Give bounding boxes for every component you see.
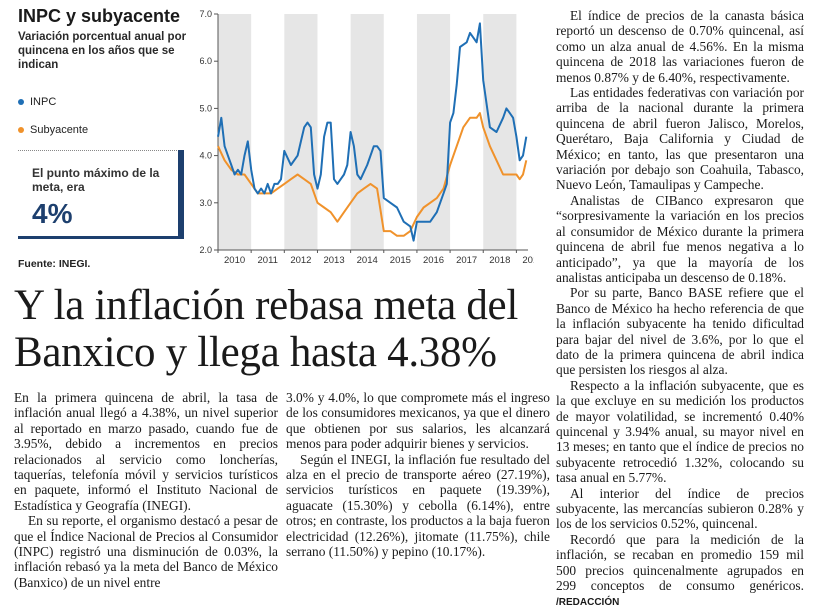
paragraph: Las entidades federativas con variación … (556, 85, 804, 193)
paragraph: Según el INEGI, la inflación fue resulta… (286, 451, 550, 560)
x-tick-label: 2013 (323, 255, 344, 266)
article-column-3: El índice de precios de la canasta básic… (556, 8, 804, 611)
legend-label: Subyacente (30, 124, 89, 136)
year-shading (218, 14, 517, 250)
chart-tick-labels: 2.0 3.0 4.0 5.0 6.0 7.0 2010 2011 2012 2013 2014 20… (199, 9, 534, 266)
x-tick-label: 2019 (522, 255, 534, 266)
highlight-rule (18, 150, 183, 151)
paragraph: Respecto a la inflación subyacente, que … (556, 377, 804, 486)
shaded-year-band (483, 14, 517, 250)
highlight-accent-bar (178, 150, 184, 236)
article-column-2: 3.0% y 4.0%, lo que compromete más el in… (286, 390, 550, 559)
article-column-1: En la primera quincena de abril, la tasa… (14, 390, 278, 590)
paragraph: En la primera quincena de abril, la tasa… (14, 390, 278, 513)
y-tick-label: 2.0 (199, 245, 212, 255)
y-tick-label: 5.0 (199, 103, 212, 113)
legend-dot-icon (18, 127, 24, 134)
y-tick-label: 6.0 (199, 56, 212, 66)
x-tick-label: 2011 (258, 255, 278, 266)
x-tick-label: 2016 (423, 255, 444, 266)
paragraph: 3.0% y 4.0%, lo que compromete más el in… (286, 390, 550, 452)
article-headline: Y la inflación rebasa meta del Banxico y… (14, 282, 518, 376)
paragraph: Analistas de CIBanco expresaron que “sor… (556, 192, 804, 285)
x-tick-label: 2010 (224, 255, 245, 266)
highlight-label: El punto máximo de la meta, era (32, 166, 160, 194)
paragraph: El índice de precios de la canasta básic… (556, 8, 804, 85)
paragraph: Recordó que para la medición de la infla… (556, 532, 804, 611)
highlight-accent-underline (18, 236, 184, 239)
chart-title: INPC y subyacente (18, 6, 181, 26)
paragraph-text: Recordó que para la medición de la infla… (556, 531, 804, 594)
y-tick-label: 4.0 (199, 151, 212, 161)
chart-subtitle: Variación porcentual anual por quincena … (18, 31, 187, 71)
y-tick-label: 7.0 (199, 9, 212, 19)
line-chart: 2.0 3.0 4.0 5.0 6.0 7.0 2010 2011 2012 2013 2014 20… (199, 9, 534, 266)
series-line-inpc (217, 22, 528, 242)
x-tick-label: 2014 (357, 255, 378, 266)
legend-label: INPC (30, 96, 57, 108)
legend-item-subyacente: Subyacente (18, 124, 88, 136)
shaded-year-band (284, 14, 318, 250)
x-tick-label: 2017 (456, 255, 477, 266)
paragraph: Al interior del índice de precios subyac… (556, 485, 804, 532)
chart-source: Fuente: INEGI. (18, 258, 91, 270)
x-tick-label: 2012 (290, 255, 311, 266)
x-tick-label: 2015 (390, 255, 411, 266)
shaded-year-band (416, 14, 451, 250)
legend-dot-icon (18, 99, 24, 106)
shaded-year-band (350, 14, 384, 250)
legend-item-inpc: INPC (18, 96, 56, 108)
x-tick-label: 2018 (489, 255, 510, 266)
paragraph: En su reporte, el organismo destacó a pe… (14, 513, 278, 590)
chart-series (217, 22, 528, 242)
y-tick-label: 3.0 (199, 198, 212, 208)
highlight-value: 4% (32, 198, 73, 229)
paragraph: Por su parte, Banco BASE refiere que el … (556, 285, 804, 378)
author-signature: /REDACCIÓN (556, 597, 620, 609)
